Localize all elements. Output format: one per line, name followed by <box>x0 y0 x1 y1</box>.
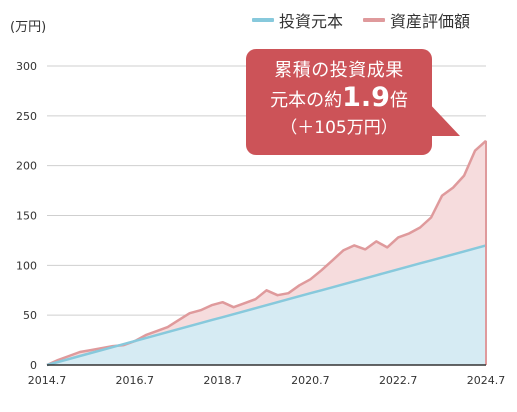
x-tick-labels: 2014.7 2016.7 2018.7 2020.7 2022.7 2024.7 <box>28 374 506 387</box>
callout-multiplier-prefix: 元本の約 <box>270 90 343 111</box>
y-tick-labels: 0 50 100 150 200 250 300 <box>16 60 37 372</box>
callout-gain: （＋105万円） <box>280 118 398 138</box>
legend-label-asset: 資産評価額 <box>390 12 471 31</box>
callout-box: 累積の投資成果 元本の約1.9倍 （＋105万円） <box>246 49 432 155</box>
legend-label-principal: 投資元本 <box>279 12 344 31</box>
callout-multiplier-suffix: 倍 <box>389 90 408 111</box>
legend: 投資元本 資産評価額 <box>252 8 490 32</box>
legend-item-principal: 投資元本 <box>252 8 343 32</box>
legend-swatch-asset <box>363 18 386 22</box>
x-tick-label: 2014.7 <box>28 374 67 387</box>
x-tick-label: 2024.7 <box>467 374 506 387</box>
y-tick-label: 300 <box>16 60 37 73</box>
callout-multiplier-value: 1.9 <box>342 82 390 113</box>
y-tick-label: 0 <box>30 359 37 372</box>
legend-item-asset: 資産評価額 <box>363 8 470 32</box>
y-tick-label: 150 <box>16 210 37 223</box>
x-tick-label: 2016.7 <box>116 374 155 387</box>
legend-swatch-principal <box>252 18 274 22</box>
y-axis-unit-label: (万円) <box>10 20 47 35</box>
y-tick-label: 200 <box>16 160 37 173</box>
x-tick-label: 2018.7 <box>203 374 242 387</box>
callout-title: 累積の投資成果 <box>274 60 404 81</box>
y-tick-label: 100 <box>16 259 37 272</box>
x-tick-label: 2020.7 <box>291 374 330 387</box>
callout-multiplier: 元本の約1.9倍 <box>246 83 432 116</box>
y-tick-label: 250 <box>16 110 37 123</box>
x-tick-label: 2022.7 <box>379 374 418 387</box>
y-tick-label: 50 <box>23 309 37 322</box>
principal-line <box>46 244 487 367</box>
